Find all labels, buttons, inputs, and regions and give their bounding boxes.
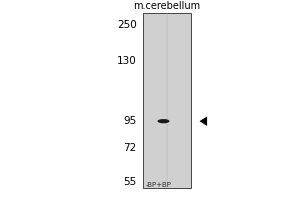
Text: 130: 130 bbox=[117, 56, 136, 66]
Text: 250: 250 bbox=[117, 20, 136, 30]
Text: -BP+BP: -BP+BP bbox=[146, 182, 172, 188]
Bar bbox=[142, 13, 190, 188]
Text: 72: 72 bbox=[123, 143, 136, 153]
Text: 55: 55 bbox=[123, 177, 136, 187]
Polygon shape bbox=[200, 116, 207, 126]
Text: 95: 95 bbox=[123, 116, 136, 126]
Text: m.cerebellum: m.cerebellum bbox=[133, 1, 200, 11]
Ellipse shape bbox=[158, 119, 169, 123]
